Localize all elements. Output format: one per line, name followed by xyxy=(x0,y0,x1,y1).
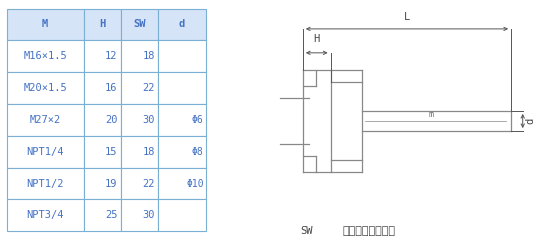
FancyBboxPatch shape xyxy=(158,72,206,104)
FancyBboxPatch shape xyxy=(6,136,84,168)
FancyBboxPatch shape xyxy=(84,72,121,104)
Text: Φ8: Φ8 xyxy=(192,147,204,157)
Text: 15: 15 xyxy=(105,147,118,157)
FancyBboxPatch shape xyxy=(121,104,158,136)
FancyBboxPatch shape xyxy=(84,40,121,72)
FancyBboxPatch shape xyxy=(6,168,84,199)
FancyBboxPatch shape xyxy=(158,168,206,199)
Text: 22: 22 xyxy=(142,83,155,93)
Text: d: d xyxy=(525,118,535,124)
FancyBboxPatch shape xyxy=(121,168,158,199)
FancyBboxPatch shape xyxy=(84,136,121,168)
FancyBboxPatch shape xyxy=(6,8,84,40)
FancyBboxPatch shape xyxy=(121,8,158,40)
FancyBboxPatch shape xyxy=(158,8,206,40)
FancyBboxPatch shape xyxy=(84,8,121,40)
FancyBboxPatch shape xyxy=(84,168,121,199)
FancyBboxPatch shape xyxy=(84,104,121,136)
Text: 16: 16 xyxy=(105,83,118,93)
Text: H: H xyxy=(314,34,320,45)
FancyBboxPatch shape xyxy=(84,199,121,231)
Text: M27×2: M27×2 xyxy=(30,115,61,125)
Text: NPT1/4: NPT1/4 xyxy=(26,147,64,157)
FancyBboxPatch shape xyxy=(158,136,206,168)
FancyBboxPatch shape xyxy=(121,72,158,104)
Text: 18: 18 xyxy=(142,147,155,157)
Text: 可动内螺紹管接头: 可动内螺紹管接头 xyxy=(343,226,396,236)
Text: Φ6: Φ6 xyxy=(192,115,204,125)
Text: 18: 18 xyxy=(142,51,155,61)
FancyBboxPatch shape xyxy=(6,199,84,231)
Text: 12: 12 xyxy=(105,51,118,61)
Text: 30: 30 xyxy=(142,210,155,220)
FancyBboxPatch shape xyxy=(6,72,84,104)
Text: 19: 19 xyxy=(105,179,118,189)
Text: NPT1/2: NPT1/2 xyxy=(26,179,64,189)
Text: 20: 20 xyxy=(105,115,118,125)
FancyBboxPatch shape xyxy=(158,104,206,136)
FancyBboxPatch shape xyxy=(158,199,206,231)
FancyBboxPatch shape xyxy=(6,40,84,72)
FancyBboxPatch shape xyxy=(6,104,84,136)
Text: M16×1.5: M16×1.5 xyxy=(23,51,67,61)
Text: H: H xyxy=(99,19,105,30)
Text: Φ10: Φ10 xyxy=(186,179,204,189)
Text: 25: 25 xyxy=(105,210,118,220)
Text: SW: SW xyxy=(300,226,313,236)
FancyBboxPatch shape xyxy=(158,40,206,72)
FancyBboxPatch shape xyxy=(121,40,158,72)
Text: SW: SW xyxy=(133,19,146,30)
Text: 22: 22 xyxy=(142,179,155,189)
FancyBboxPatch shape xyxy=(121,136,158,168)
Text: M20×1.5: M20×1.5 xyxy=(23,83,67,93)
Text: L: L xyxy=(404,12,410,22)
Text: M: M xyxy=(42,19,48,30)
FancyBboxPatch shape xyxy=(121,199,158,231)
Text: d: d xyxy=(179,19,185,30)
Text: m: m xyxy=(429,110,434,119)
Text: NPT3/4: NPT3/4 xyxy=(26,210,64,220)
Text: 30: 30 xyxy=(142,115,155,125)
